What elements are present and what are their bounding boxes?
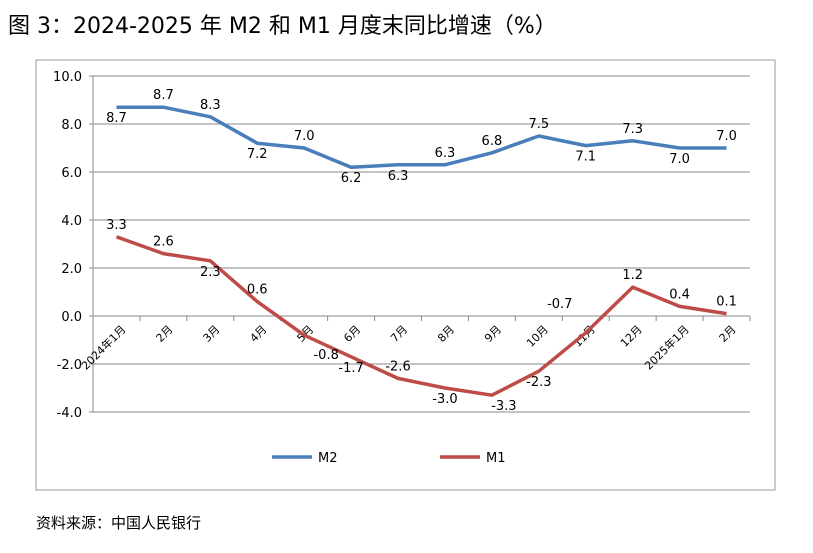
data-label: -2.6 bbox=[385, 359, 410, 374]
data-label: 6.2 bbox=[341, 171, 362, 186]
data-label: 7.2 bbox=[247, 147, 268, 162]
series-line-M1 bbox=[115, 235, 727, 397]
data-label: 3.3 bbox=[106, 218, 127, 233]
x-tick-label: 2025年1月 bbox=[642, 322, 692, 372]
data-label: -3.0 bbox=[432, 392, 457, 407]
x-tick-label: 9月 bbox=[482, 323, 504, 345]
legend-label: M1 bbox=[486, 451, 506, 466]
x-tick-label: 4月 bbox=[247, 323, 269, 345]
x-tick-label: 6月 bbox=[341, 323, 363, 345]
data-label: 8.7 bbox=[153, 88, 174, 103]
data-label: -3.3 bbox=[491, 399, 516, 414]
data-label: 0.6 bbox=[247, 283, 268, 298]
y-tick-label: -2.0 bbox=[57, 358, 82, 373]
data-label: 2.6 bbox=[153, 235, 174, 250]
data-label: 7.5 bbox=[528, 117, 549, 132]
x-tick-label: 3月 bbox=[201, 323, 223, 345]
data-label: 7.1 bbox=[575, 150, 596, 165]
data-label: 6.3 bbox=[388, 169, 409, 184]
y-tick-label: 2.0 bbox=[61, 262, 82, 277]
x-tick-label: 2月 bbox=[154, 323, 176, 345]
x-tick-label: 2月 bbox=[717, 323, 739, 345]
data-label: -0.7 bbox=[547, 297, 572, 312]
chart-border bbox=[35, 59, 776, 491]
x-tick-label: 7月 bbox=[388, 323, 410, 345]
data-label: 0.4 bbox=[669, 287, 690, 302]
x-tick-label: 2024年1月 bbox=[78, 322, 128, 372]
data-label: 1.2 bbox=[622, 268, 643, 283]
data-label: -0.8 bbox=[313, 348, 338, 363]
data-label: 2.3 bbox=[200, 265, 221, 280]
data-label: 6.8 bbox=[482, 134, 503, 149]
y-tick-label: 6.0 bbox=[61, 166, 82, 181]
x-tick-label: 12月 bbox=[618, 323, 645, 350]
x-tick-label: 10月 bbox=[524, 323, 551, 350]
y-tick-label: 0.0 bbox=[61, 310, 82, 325]
source-note: 资料来源：中国人民银行 bbox=[36, 514, 202, 532]
chart-title: 图 3：2024-2025 年 M2 和 M1 月度末同比增速（%） bbox=[8, 14, 557, 39]
y-tick-label: -4.0 bbox=[57, 406, 82, 421]
data-label: 8.3 bbox=[200, 98, 221, 113]
data-label: 7.0 bbox=[669, 152, 690, 167]
data-label: -1.7 bbox=[338, 361, 363, 376]
legend-label: M2 bbox=[318, 451, 338, 466]
data-label: 7.3 bbox=[622, 122, 643, 137]
data-label: -2.3 bbox=[526, 375, 551, 390]
data-label: 7.0 bbox=[716, 129, 737, 144]
data-label: 6.3 bbox=[435, 146, 456, 161]
x-tick-label: 8月 bbox=[435, 323, 457, 345]
y-tick-label: 10.0 bbox=[53, 70, 82, 85]
y-tick-label: 4.0 bbox=[61, 214, 82, 229]
data-label: 8.7 bbox=[106, 111, 127, 126]
data-label: 7.0 bbox=[294, 129, 315, 144]
y-tick-label: 8.0 bbox=[61, 118, 82, 133]
series-line-M2 bbox=[116, 105, 727, 169]
data-label: 0.1 bbox=[716, 295, 737, 310]
